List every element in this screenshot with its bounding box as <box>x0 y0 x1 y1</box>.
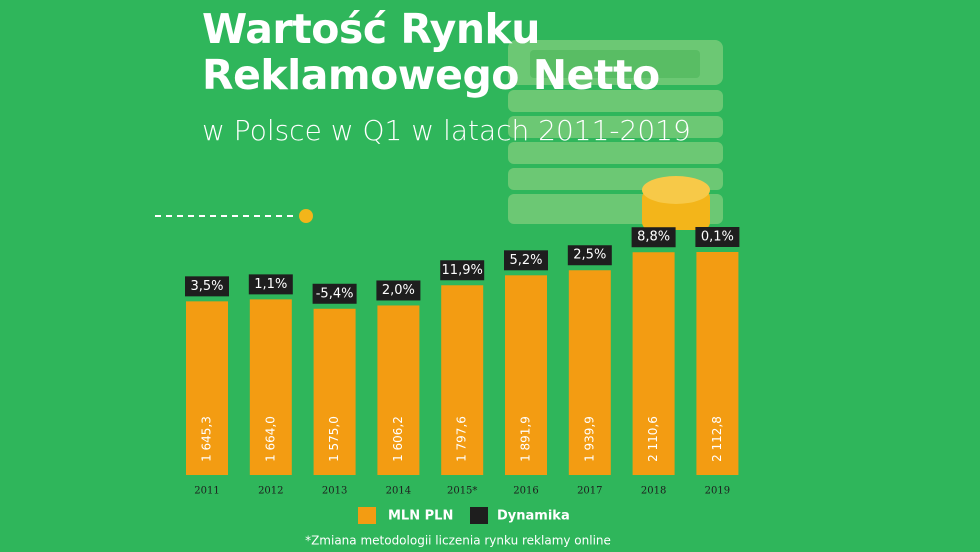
dynamics-label: 2,5% <box>573 248 606 263</box>
dynamics-box <box>185 276 229 297</box>
bar <box>441 285 484 475</box>
bar-value-label: 1 797,6 <box>455 416 469 462</box>
dynamics-label: 3,5% <box>190 279 223 294</box>
x-tick-label: 2016 <box>513 486 538 497</box>
dynamics-box <box>695 227 740 247</box>
dynamics-label: 0,1% <box>701 230 734 245</box>
dynamics-box <box>504 250 548 271</box>
bar-value-label: 1 575,0 <box>327 416 341 462</box>
bar <box>377 305 420 475</box>
bar-value-label: 1 606,2 <box>391 416 405 462</box>
x-tick-label: 2012 <box>258 486 283 497</box>
bar <box>696 252 739 475</box>
dynamics-box <box>567 245 612 266</box>
legend-label: MLN PLN <box>388 509 453 524</box>
dynamics-label: 5,2% <box>509 253 542 268</box>
bar <box>568 270 611 475</box>
bar <box>632 252 675 475</box>
bar-value-label: 1 939,9 <box>582 416 596 462</box>
dynamics-label: 1,1% <box>254 277 287 292</box>
bar-value-label: 1 645,3 <box>200 416 214 462</box>
legend-swatch <box>358 507 376 524</box>
x-tick-label: 2011 <box>194 486 219 497</box>
bar-value-label: 2 110,6 <box>646 416 660 462</box>
x-tick-label: 2017 <box>577 486 602 497</box>
title: Wartość Rynku Reklamowego Netto <box>202 5 660 99</box>
dynamics-box <box>440 260 485 281</box>
dynamics-label: 2,0% <box>382 283 415 298</box>
bar-value-label: 2 112,8 <box>710 416 724 462</box>
dynamics-box <box>376 280 421 301</box>
dynamics-box <box>312 283 357 304</box>
subtitle: w Polsce w Q1 w latach 2011-2019 <box>202 114 691 147</box>
footnote: *Zmiana metodologii liczenia rynku rekla… <box>305 534 611 548</box>
dynamics-box <box>631 227 676 248</box>
x-tick-label: 2018 <box>641 486 666 497</box>
bar <box>186 301 228 475</box>
dynamics-box <box>248 274 293 295</box>
dynamics-label: 11,9% <box>442 263 483 278</box>
bar-value-label: 1 891,9 <box>519 416 533 462</box>
bar <box>505 275 547 475</box>
x-tick-label: 2015* <box>447 486 477 497</box>
x-tick-label: 2013 <box>322 486 347 497</box>
bar <box>313 308 356 475</box>
decor-dot <box>299 209 313 223</box>
legend-swatch <box>470 507 488 524</box>
coins-illustration <box>642 176 710 230</box>
x-tick-label: 2019 <box>705 486 730 497</box>
bar-value-label: 1 664,0 <box>263 416 277 462</box>
legend-label: Dynamika <box>497 509 570 524</box>
x-tick-label: 2014 <box>386 486 411 497</box>
bar <box>249 299 292 475</box>
dynamics-label: -5,4% <box>316 286 354 301</box>
dynamics-label: 8,8% <box>637 230 670 245</box>
